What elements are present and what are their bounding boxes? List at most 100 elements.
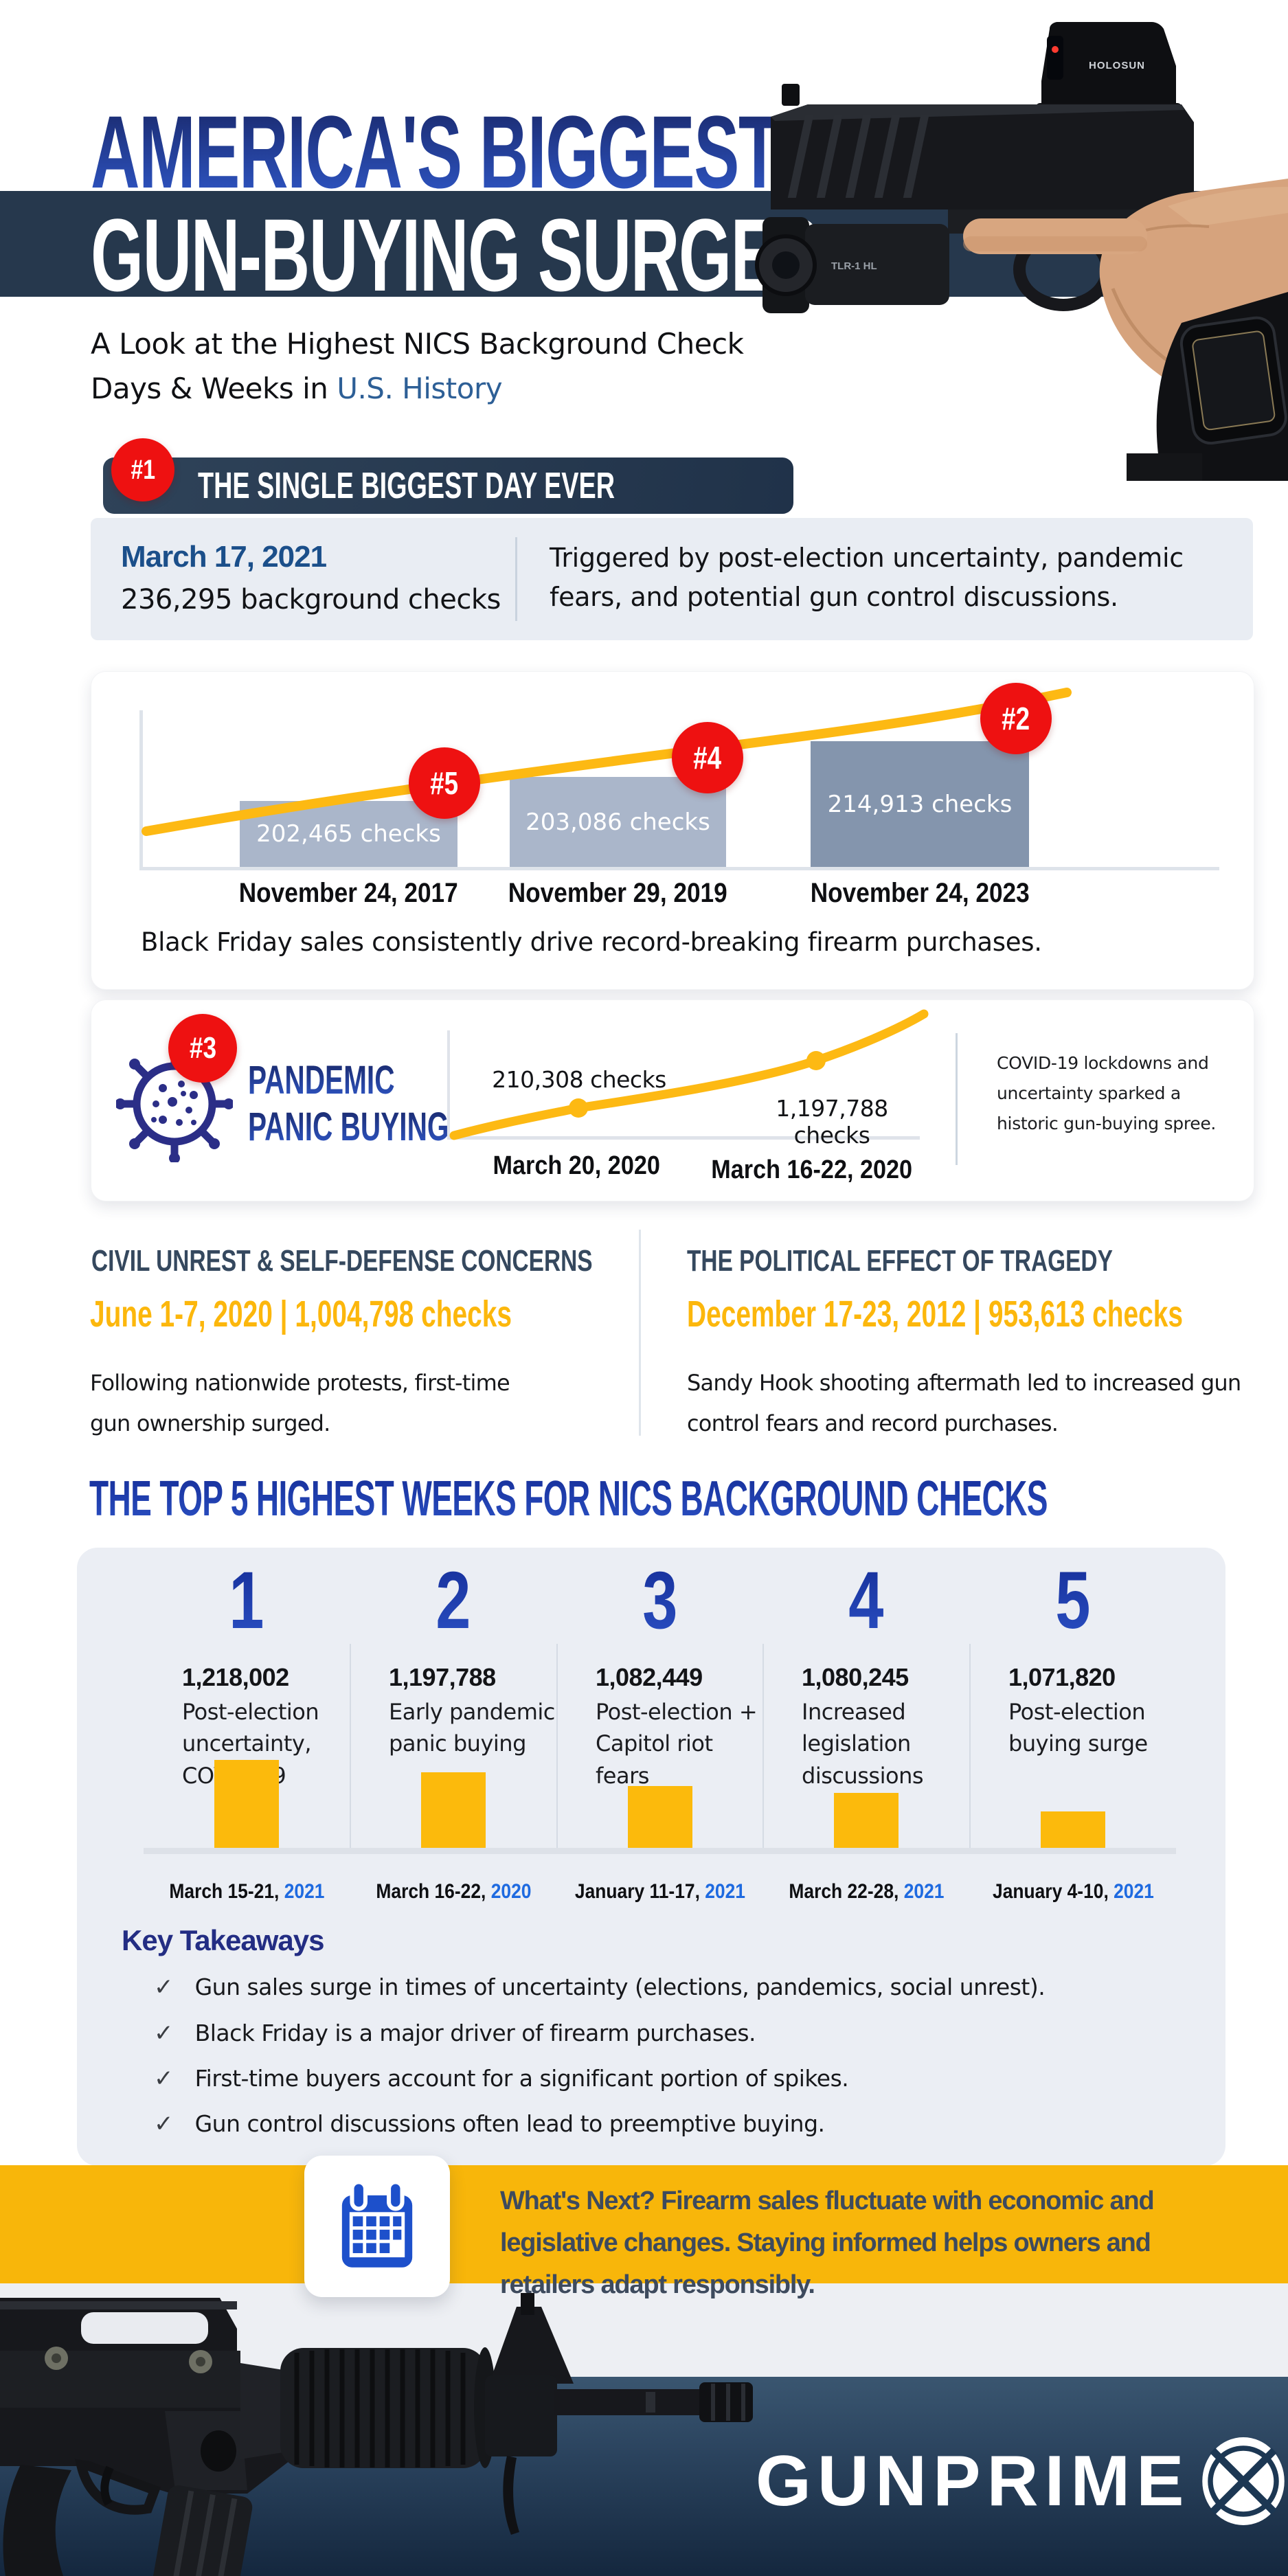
rank-badge-1: #1 [111, 438, 174, 501]
footer-brand-icon [1202, 2437, 1285, 2525]
page-title-line2: GUN-BUYING SURGES [91, 203, 1195, 306]
section1-header-bar: THE SINGLE BIGGEST DAY EVER [103, 457, 793, 514]
subtitle-line2-prefix: Days & Weeks in [91, 372, 337, 406]
top5-date-1-year: 2021 [284, 1880, 325, 1903]
event1-heading-text: CIVIL UNREST & SELF-DEFENSE CONCERNS [91, 1244, 593, 1278]
top5-date-2-text: March 16-22, 2020 [376, 1882, 531, 1902]
pandemic-title-line2: PANIC BUYING [248, 1105, 449, 1149]
pandemic-baseline [447, 1136, 920, 1140]
event-columns-divider [639, 1230, 641, 1436]
takeaway-4-text: Gun control discussions often lead to pr… [194, 2110, 825, 2137]
bf-bar-2019: 203,086 checks [510, 777, 726, 867]
top5-date-5-year: 2021 [1113, 1880, 1154, 1903]
top5-date-5: January 4-10, 2021 [970, 1880, 1176, 1903]
page-title-line1: AMERICA'S BIGGEST [91, 100, 1133, 203]
pandemic-divider [956, 1033, 958, 1165]
top5-col-divider [762, 1644, 764, 1849]
event-tragedy-stat: December 17-23, 2012 | 953,613 checks [687, 1296, 1288, 1333]
event2-heading-text: THE POLITICAL EFFECT OF TRAGEDY [687, 1244, 1113, 1278]
subtitle-line1: A Look at the Highest NICS Background Ch… [91, 327, 744, 361]
takeaway-item: ✓ Gun sales surge in times of uncertaint… [154, 1974, 1046, 2001]
bf-date-2017: November 24, 2017 [211, 879, 486, 907]
pandemic-description: COVID-19 lockdowns and uncertainty spark… [997, 1053, 1217, 1133]
pandemic-date2-text: March 16-22, 2020 [711, 1155, 913, 1184]
top5-desc-4: Increased legislation discussions [802, 1699, 924, 1789]
top5-col-divider [556, 1644, 558, 1849]
pandemic-title-line1: PANDEMIC [248, 1058, 395, 1103]
top5-date-3-year: 2021 [705, 1880, 746, 1903]
bf-date-2019: November 29, 2019 [480, 879, 755, 907]
pandemic-y-axis [447, 1030, 450, 1139]
subtitle: A Look at the Highest NICS Background Ch… [91, 321, 744, 411]
bf-bar-2019-label: 203,086 checks [526, 808, 710, 836]
top5-bar-5 [1041, 1811, 1105, 1848]
bf-bar-2023-label: 214,913 checks [827, 790, 1013, 818]
event-tragedy-heading: THE POLITICAL EFFECT OF TRAGEDY [687, 1246, 1247, 1276]
pandemic-point2-text: 1,197,788 checks [776, 1095, 888, 1149]
top5-rank-3: 3 [642, 1555, 678, 1646]
check-icon: ✓ [154, 2110, 174, 2138]
event-civil-unrest-heading: CIVIL UNREST & SELF-DEFENSE CONCERNS [91, 1246, 751, 1276]
top5-col-divider [969, 1644, 971, 1849]
top5-date-4-text: March 22-28, 2021 [789, 1882, 944, 1902]
top5-value-2: 1,197,788 [389, 1663, 496, 1691]
top5-date-1-text: March 15-21, 2021 [169, 1882, 324, 1902]
rank-badge-4-label: #4 [693, 740, 722, 776]
pistol-photo: HOLOSUN TLR-1 HL [755, 22, 1288, 481]
black-friday-card: 202,465 checks 203,086 checks 214,913 ch… [91, 671, 1254, 990]
top5-bar-2 [421, 1772, 486, 1848]
takeaway-item: ✓ Gun control discussions often lead to … [154, 2110, 825, 2138]
top5-date-5-text: January 4-10, 2021 [993, 1882, 1154, 1902]
top5-desc-3: Post-election + Capitol riot fears [596, 1699, 758, 1789]
top5-card: 1 1,218,002 Post-election uncertainty, C… [77, 1548, 1225, 2166]
top5-value-3: 1,082,449 [596, 1663, 703, 1691]
takeaway-item: ✓ First-time buyers account for a signif… [154, 2065, 849, 2092]
rank-badge-2-label: #2 [1002, 701, 1030, 736]
pandemic-date1-text: March 20, 2020 [493, 1151, 660, 1180]
event1-stat-text: June 1-7, 2020 | 1,004,798 checks [90, 1293, 512, 1335]
rank-badge-5-label: #5 [430, 765, 459, 801]
takeaway-1-text: Gun sales surge in times of uncertainty … [194, 1974, 1046, 2000]
section1-card: March 17, 2021 236,295 background checks… [91, 518, 1253, 640]
rank-badge-3: #3 [168, 1014, 237, 1083]
top5-bar-1 [214, 1760, 279, 1848]
section1-description: Triggered by post-election uncertainty, … [550, 543, 1184, 612]
section1-date: March 17, 2021 [121, 540, 327, 574]
top5-rank-2: 2 [436, 1555, 471, 1646]
top5-desc-2: Early pandemic panic buying [389, 1699, 555, 1757]
top5-date-2: March 16-22, 2020 [350, 1880, 556, 1903]
top5-date-2-year: 2020 [490, 1880, 532, 1903]
section1-heading: THE SINGLE BIGGEST DAY EVER [198, 465, 615, 506]
light-brand-label: TLR-1 HL [831, 260, 877, 272]
banner-text: What's Next? Firearm sales fluctuate wit… [500, 2187, 1155, 2299]
takeaway-item: ✓ Black Friday is a major driver of fire… [154, 2020, 756, 2047]
top5-column-1: 1 1,218,002 Post-election uncertainty, C… [144, 1560, 350, 1789]
rank-badge-3-label: #3 [189, 1031, 216, 1065]
top5-date-2-range: March 16-22, [375, 1880, 486, 1903]
bf-trend-line [142, 688, 1072, 836]
event-tragedy-description: Sandy Hook shooting aftermath led to inc… [687, 1370, 1241, 1437]
top5-rank-5: 5 [1055, 1555, 1091, 1646]
top5-col-divider [350, 1644, 351, 1849]
top5-date-4: March 22-28, 2021 [763, 1880, 969, 1903]
top5-date-5-range: January 4-10, [992, 1880, 1109, 1903]
pandemic-date2: March 16-22, 2020 [700, 1157, 912, 1183]
bf-bar-2017-label: 202,465 checks [256, 820, 441, 848]
rank-badge-4: #4 [672, 722, 743, 793]
top5-date-1-range: March 15-21, [168, 1880, 279, 1903]
bf-date-2023-label: November 24, 2023 [810, 878, 1030, 908]
pandemic-trend-line [449, 1009, 929, 1140]
top5-column-2: 2 1,197,788 Early pandemic panic buying [350, 1555, 556, 1756]
bf-caption: Black Friday sales consistently drive re… [141, 927, 1042, 957]
whats-next-banner [0, 2165, 1288, 2283]
rank-badge-5: #5 [409, 747, 480, 819]
pandemic-title: PANDEMIC PANIC BUYING [248, 1061, 535, 1147]
takeaways-heading: Key Takeaways [122, 1924, 324, 1956]
top5-value-1: 1,218,002 [182, 1663, 289, 1691]
subtitle-line2-highlight: U.S. History [337, 372, 503, 406]
bf-baseline [139, 867, 1219, 870]
pandemic-point1-text: 210,308 checks [492, 1066, 666, 1093]
takeaway-2-text: Black Friday is a major driver of firear… [194, 2020, 756, 2046]
rank-badge-1-label: #1 [131, 455, 155, 485]
